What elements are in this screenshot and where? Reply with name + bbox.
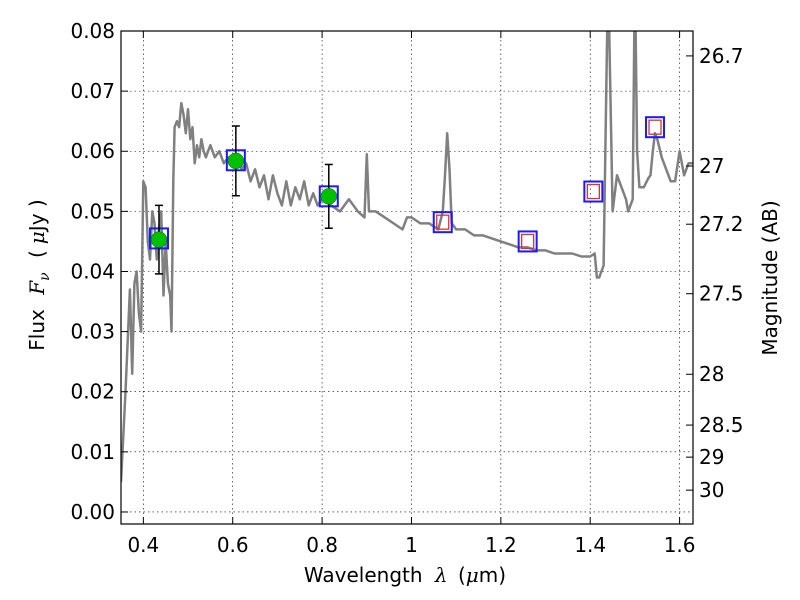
mag-tick-label: 28.5 [699,413,744,437]
mag-tick-label: 30 [699,478,724,502]
mag-tick-label: 27 [699,154,724,178]
measurement-point [227,152,245,170]
y-tick-label: 0.03 [70,320,115,344]
model-point [432,211,453,234]
y-tick-label: 0.07 [70,79,115,103]
mag-tick-label: 28 [699,362,724,386]
x-tick-label: 1 [405,533,418,557]
model-point [583,180,604,203]
y-tick-label: 0.02 [70,380,115,404]
y-tick-label: 0.06 [70,139,115,163]
x-tick-label: 1.2 [485,533,517,557]
y-axis-label: Flux Fν (μJy ) [25,199,54,350]
measurement-point [320,188,338,205]
upper-limit-point [648,119,662,135]
y-tick-label: 0.05 [70,199,115,223]
y-tick-label: 0.04 [70,259,115,283]
x-tick-label: 1.4 [574,533,606,557]
measurement-point [150,231,168,248]
plot-frame [120,30,694,525]
mag-tick-label: 26.7 [699,44,744,68]
x-tick-label: 0.6 [217,533,249,557]
ticks-layer: 0.4 0.6 0.8 1 1.2 1.4 1.6 0.00 0.01 0.02 0.03 0.04 0… [70,19,743,557]
spectrum-layer [121,31,693,482]
model-point [517,230,538,253]
mag-tick-label: 27.2 [699,212,744,236]
y-tick-label: 0.01 [70,440,115,464]
x-axis-label: Wavelength λ (μm) [304,563,506,587]
right-axis-label: Magnitude (AB) [758,200,782,355]
grid [121,30,693,524]
mag-tick-label: 27.5 [699,282,744,306]
points-layer [148,116,666,275]
upper-limit-point [436,214,450,230]
x-tick-label: 1.6 [664,533,696,557]
model-point [645,116,666,139]
spectrum-line [121,31,693,482]
upper-limit-point [521,233,535,250]
mag-tick-label: 29 [699,445,724,469]
x-tick-label: 0.4 [127,533,159,557]
x-tick-label: 0.8 [306,533,338,557]
upper-limit-point [586,183,600,200]
y-tick-label: 0.00 [70,500,115,524]
y-tick-label: 0.08 [70,19,115,43]
